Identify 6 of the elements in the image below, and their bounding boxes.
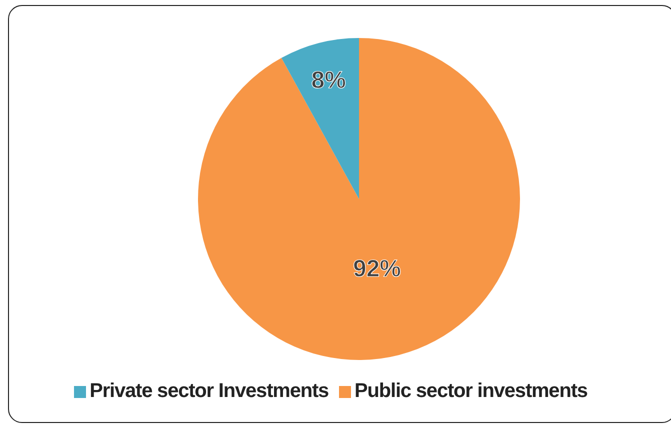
pie-slice — [198, 38, 520, 360]
data-label: 8% — [311, 66, 346, 94]
pie-slice — [281, 38, 359, 199]
legend-label: Public sector investments — [354, 380, 588, 402]
legend-label: Private sector Investments — [90, 380, 329, 402]
data-label: 92% — [352, 256, 402, 283]
